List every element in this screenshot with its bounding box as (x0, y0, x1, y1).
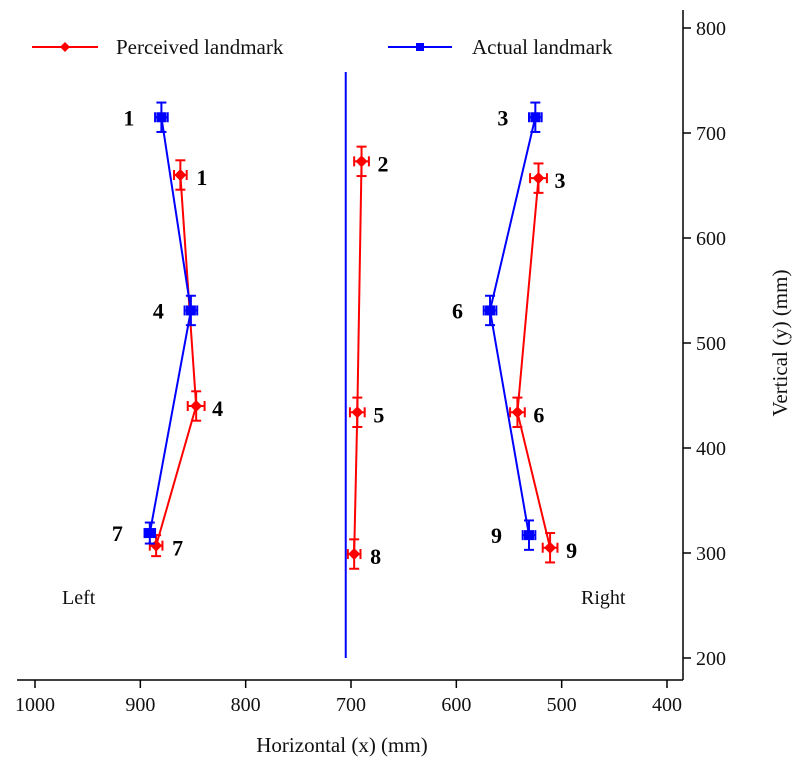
actual-landmark-right-point-9-label: 9 (491, 523, 502, 548)
y-tick-label-300: 300 (696, 543, 726, 565)
actual-landmark-left-point-4-marker (185, 305, 196, 316)
x-tick-label-800: 800 (231, 694, 261, 716)
region-label-right: Right (581, 587, 626, 609)
y-tick-label-600: 600 (696, 228, 726, 250)
legend-perceived-label: Perceived landmark (116, 35, 284, 59)
axes: 1000 900 800 700 600 500 400 200 300 400 500 600 700… (15, 10, 726, 716)
x-tick-label-500: 500 (547, 694, 577, 716)
actual-landmark-right-point-3-marker (530, 112, 541, 123)
actual-landmark-right-point-9-marker (524, 530, 535, 541)
perceived-landmark-center-point-2-marker (355, 155, 368, 168)
actual-landmark-line-right (489, 117, 537, 536)
x-tick-label-700: 700 (336, 694, 366, 716)
perceived-landmark-right-point-9-marker (544, 541, 557, 554)
actual-landmark-left-point-1-label: 1 (123, 105, 134, 130)
actual-landmark-left-point-7-marker (144, 528, 155, 539)
perceived-landmark-line-left (155, 174, 198, 546)
perceived-landmark-center-point-5-marker (351, 406, 364, 419)
actual-landmark-right-point-3-label: 3 (497, 105, 508, 130)
perceived-landmark-right-point-6-label: 6 (533, 402, 544, 427)
perceived-landmark-right-point-3-label: 3 (554, 168, 565, 193)
y-tick-label-200: 200 (696, 648, 726, 670)
perceived-landmark-left-point-4-label: 4 (212, 396, 223, 421)
actual-landmark-left-point-4-label: 4 (153, 298, 164, 323)
perceived-landmark-right-point-3-marker (532, 172, 545, 185)
x-tick-label-600: 600 (441, 694, 471, 716)
region-label-left: Left (62, 587, 96, 609)
perceived-landmark-left-point-1-label: 1 (196, 165, 207, 190)
legend-actual-marker (416, 43, 424, 51)
actual-landmark-right-point-6-marker (485, 305, 496, 316)
perceived-landmark-right-point-9-label: 9 (566, 538, 577, 563)
legend-perceived-marker (60, 42, 70, 52)
x-tick-label-400: 400 (652, 694, 682, 716)
perceived-landmark-center-point-2-label: 2 (378, 151, 389, 176)
x-tick-label-900: 900 (125, 694, 155, 716)
perceived-landmark-left-point-7-label: 7 (172, 536, 183, 561)
perceived-landmark-center-point-8-marker (348, 548, 361, 561)
perceived-landmark-center-point-8-label: 8 (370, 544, 381, 569)
legend: Perceived landmark Actual landmark (32, 35, 613, 59)
series-layer (143, 101, 559, 570)
point-labels-layer: 1 4 7 2 5 8 3 6 9 1 4 7 3 6 9 (112, 105, 577, 569)
y-axis-title: Vertical (y) (mm) (768, 270, 792, 417)
perceived-landmark-left-point-7-marker (150, 539, 163, 552)
y-tick-label-700: 700 (696, 123, 726, 145)
actual-landmark-right-point-6-label: 6 (452, 298, 463, 323)
perceived-landmark-right-point-6-marker (511, 406, 524, 419)
perceived-landmark-line-center (353, 161, 363, 555)
y-tick-label-500: 500 (696, 333, 726, 355)
actual-landmark-left-point-1-marker (156, 112, 167, 123)
actual-landmark-left-point-7-label: 7 (112, 521, 123, 546)
x-axis-title: Horizontal (x) (mm) (256, 733, 427, 757)
x-tick-label-1000: 1000 (15, 694, 55, 716)
y-tick-label-400: 400 (696, 438, 726, 460)
actual-landmark-line-left (148, 117, 192, 534)
perceived-landmark-center-point-5-label: 5 (373, 402, 384, 427)
perceived-landmark-left-point-4-marker (190, 400, 203, 412)
perceived-landmark-left-point-1-marker (174, 169, 187, 181)
legend-actual-label: Actual landmark (472, 35, 613, 59)
y-tick-label-800: 800 (696, 18, 726, 40)
